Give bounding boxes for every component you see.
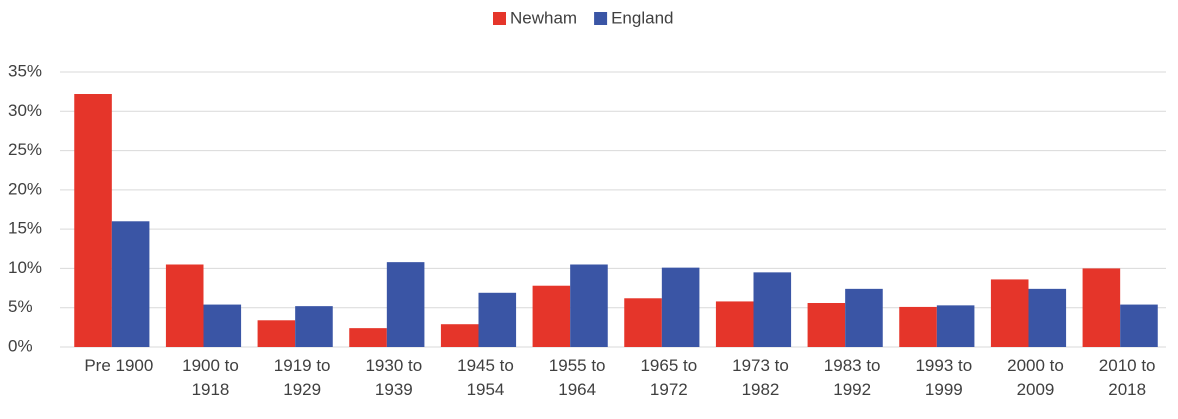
- x-tick-label: 1900 to 1918: [182, 356, 239, 399]
- bar: [624, 298, 662, 347]
- y-tick-label: 20%: [8, 179, 42, 198]
- bar: [845, 288, 883, 347]
- bar: [203, 304, 242, 347]
- x-tick-label: 1983 to 1992: [823, 356, 881, 399]
- y-tick-label: 15%: [8, 219, 42, 238]
- bar: [899, 306, 937, 347]
- bar: [532, 285, 571, 347]
- y-tick-label: 35%: [8, 61, 42, 80]
- bar: [1082, 268, 1121, 347]
- legend-label: Newham: [510, 8, 577, 27]
- bar: [165, 264, 204, 347]
- x-tick-label: 1965 to 1972: [640, 356, 698, 399]
- bar: [570, 264, 608, 347]
- legend-swatch: [594, 12, 608, 25]
- x-tick-label: 2010 to 2018: [1098, 356, 1156, 399]
- bar: [478, 292, 517, 347]
- bar: [349, 328, 387, 347]
- bar: [257, 320, 296, 347]
- x-tick-label: 1993 to 1999: [915, 356, 973, 399]
- legend-swatch: [493, 12, 506, 25]
- bar: [440, 324, 479, 347]
- bar: [715, 301, 754, 347]
- legend-label: England: [611, 8, 673, 27]
- y-tick-label: 25%: [8, 140, 42, 159]
- bar: [1028, 288, 1067, 347]
- y-tick-label: 5%: [8, 297, 33, 316]
- bar: [807, 303, 846, 347]
- x-tick-label: 1919 to 1929: [273, 356, 331, 399]
- bar: [74, 94, 112, 347]
- x-tick-label: Pre 1900: [84, 356, 154, 375]
- bar: [1120, 304, 1158, 347]
- bar: [295, 306, 333, 347]
- bar: [753, 272, 792, 347]
- bar: [386, 262, 425, 347]
- x-tick-label: 1930 to 1939: [365, 356, 423, 399]
- bar: [661, 267, 700, 347]
- y-tick-label: 10%: [8, 258, 42, 277]
- bar: [990, 279, 1029, 347]
- y-tick-label: 0%: [8, 336, 33, 355]
- x-tick-label: 2000 to 2009: [1007, 356, 1064, 399]
- x-tick-label: 1973 to 1982: [732, 356, 789, 399]
- bar: [936, 305, 975, 347]
- bar: [111, 221, 150, 347]
- x-tick-label: 1955 to 1964: [548, 356, 606, 399]
- y-tick-label: 30%: [8, 101, 42, 120]
- x-tick-label: 1945 to 1954: [457, 356, 514, 399]
